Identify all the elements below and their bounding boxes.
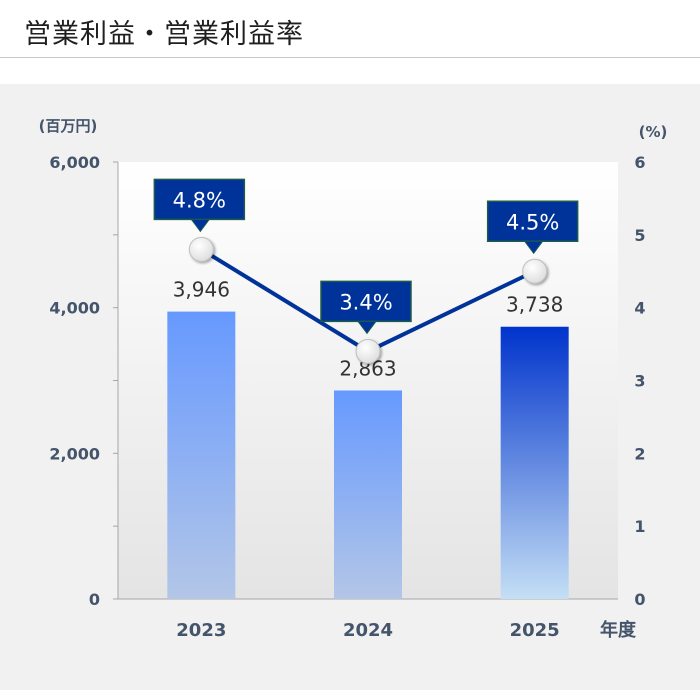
bar-value-label: 3,738 xyxy=(506,293,563,317)
y-left-tick-label: 2,000 xyxy=(49,444,100,463)
margin-point-marker[interactable] xyxy=(355,338,381,364)
margin-callout-box xyxy=(320,280,412,323)
y-right-tick-label: 5 xyxy=(634,226,645,245)
y-left-tick-label: 4,000 xyxy=(49,299,100,318)
margin-callout-pointer xyxy=(190,218,211,233)
y-right-tick-label: 1 xyxy=(634,517,645,536)
bar-value-label: 3,946 xyxy=(173,278,230,302)
margin-value-label: 4.5% xyxy=(506,210,559,234)
x-tick-label: 2024 xyxy=(343,620,393,641)
y-right-tick-label: 2 xyxy=(634,444,645,463)
y-right-tick-label: 3 xyxy=(634,372,645,391)
y-left-tick-label: 0 xyxy=(89,590,100,609)
y-right-unit-label: (%) xyxy=(639,123,668,141)
x-tick-label: 2025 xyxy=(510,620,560,641)
y-left-tick-label: 6,000 xyxy=(49,153,100,172)
margin-value-label: 4.8% xyxy=(173,188,226,212)
margin-callout-box xyxy=(486,200,579,242)
bar-2024[interactable] xyxy=(334,390,402,599)
bar-2025[interactable] xyxy=(500,326,569,599)
margin-callout-pointer xyxy=(523,240,544,255)
title-divider xyxy=(0,57,700,58)
margin-point-marker[interactable] xyxy=(522,258,548,284)
margin-callout-pointer xyxy=(357,320,377,335)
y-right-tick-label: 4 xyxy=(634,299,645,318)
page-title: 営業利益・営業利益率 xyxy=(24,19,304,50)
y-right-tick-label: 0 xyxy=(634,590,645,609)
margin-value-label: 3.4% xyxy=(339,290,392,314)
y-right-tick-label: 6 xyxy=(634,153,645,172)
x-tick-label: 2023 xyxy=(176,620,226,641)
x-unit-label: 年度 xyxy=(600,619,637,641)
bar-2023[interactable] xyxy=(167,311,236,599)
margin-point-marker[interactable] xyxy=(188,236,214,262)
margin-callout-box xyxy=(153,178,246,221)
y-left-unit-label: (百万円) xyxy=(39,117,98,135)
